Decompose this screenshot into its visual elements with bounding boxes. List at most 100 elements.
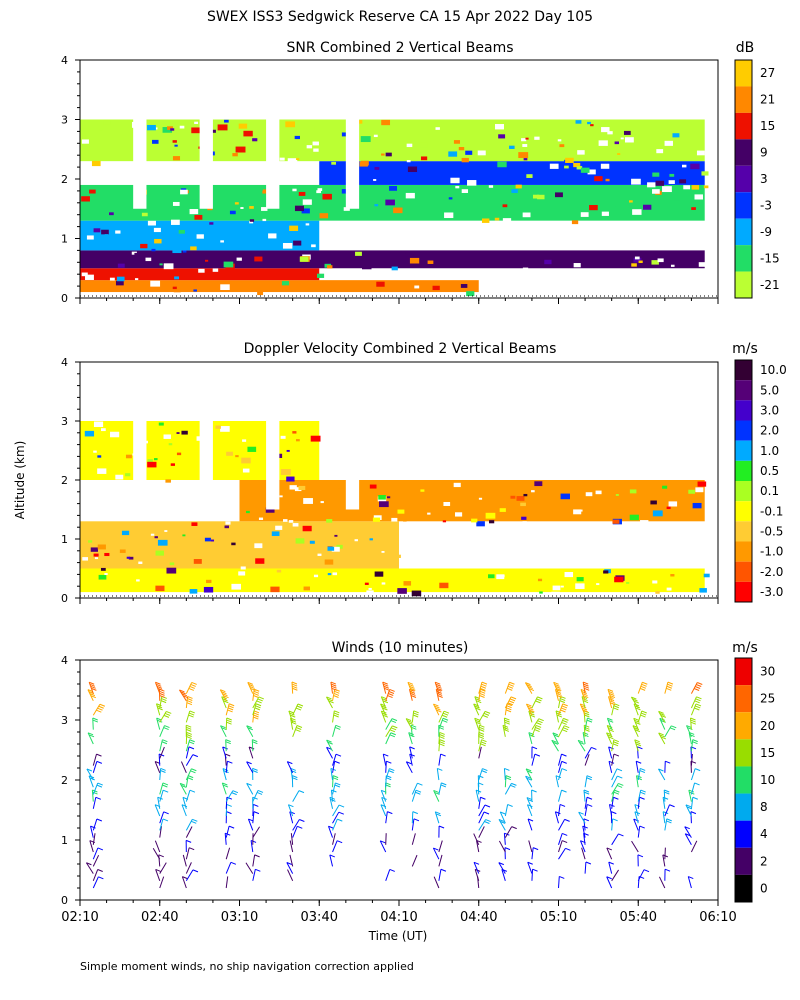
heatmap-cell <box>516 496 525 501</box>
wind-barb <box>222 746 227 759</box>
heatmap-cell <box>701 171 709 176</box>
heatmap-cell <box>681 164 687 168</box>
heatmap-cell <box>232 153 238 157</box>
wind-barb-flag <box>688 789 695 793</box>
wind-barb <box>411 782 418 795</box>
wind-barb-flag <box>658 768 664 772</box>
wind-barb-flag <box>478 775 484 779</box>
heatmap-cell <box>626 582 630 584</box>
heatmap-cell <box>479 255 483 258</box>
heatmap-cell <box>270 586 280 593</box>
wind-barb-flag <box>662 811 669 815</box>
wind-barb <box>289 840 294 853</box>
wind-barb-flag <box>162 818 169 822</box>
heatmap-cell <box>694 194 704 200</box>
wind-barb-flag <box>333 714 339 718</box>
heatmap-cell <box>502 204 508 208</box>
heatmap-cell <box>551 591 560 597</box>
wind-barb-flag <box>562 703 568 707</box>
wind-barb-flag <box>480 687 486 691</box>
heatmap-cell <box>147 220 156 226</box>
wind-barb-flag <box>606 847 613 851</box>
wind-barb-flag <box>556 692 562 696</box>
wind-barb-flag <box>553 734 560 738</box>
heatmap-cell <box>522 267 529 271</box>
wind-barb-flag <box>189 685 195 689</box>
wind-barb <box>611 739 615 752</box>
wind-barb-flag <box>635 707 641 711</box>
wind-barb-flag <box>97 847 104 851</box>
wind-barb-flag <box>246 782 252 786</box>
heatmap-cell <box>571 220 579 225</box>
wind-barb-flag <box>389 729 396 733</box>
wind-barb <box>611 789 615 802</box>
wind-barb-flag <box>475 719 481 723</box>
wind-barb <box>185 746 190 759</box>
wind-barb-flag <box>159 692 165 696</box>
wind-barb <box>584 717 588 730</box>
heatmap-cell <box>310 435 321 442</box>
wind-barb-flag <box>556 714 563 718</box>
heatmap-cell <box>154 238 162 244</box>
wind-barb-flag <box>252 770 258 773</box>
wind-barb-flag <box>385 777 392 781</box>
wind-barb-flag <box>637 854 644 858</box>
wind-barb-flag <box>591 746 597 750</box>
y-tick-label: 0 <box>61 292 68 305</box>
wind-barb-flag <box>187 695 193 699</box>
wind-barb <box>584 747 592 759</box>
heatmap-cell <box>163 189 173 195</box>
wind-barb-flag <box>408 732 414 736</box>
wind-barb <box>436 768 440 781</box>
wind-barb-flag <box>582 693 588 696</box>
wind-barb <box>664 818 668 831</box>
colorbar-swatch-3 <box>735 739 752 767</box>
wind-barb-flag <box>498 862 504 866</box>
wind-barb <box>608 746 613 759</box>
colorbar-swatch-0 <box>735 360 752 381</box>
heatmap-cell <box>281 281 290 286</box>
wind-barb-flag <box>408 683 414 687</box>
wind-barb-flag <box>333 692 340 696</box>
wind-barb-flag <box>186 700 193 704</box>
wind-barb <box>432 847 440 860</box>
wind-barb-flag <box>380 840 386 844</box>
wind-barb-flag <box>440 753 446 757</box>
colorbar-label: 21 <box>760 93 775 107</box>
heatmap-cell <box>334 534 338 537</box>
wind-barb-flag <box>247 727 253 731</box>
wind-barb <box>659 718 666 730</box>
heatmap-cell <box>595 490 602 495</box>
wind-barb-flag <box>382 714 389 718</box>
wind-barb <box>634 804 639 817</box>
wind-barb-flag <box>96 760 103 764</box>
wind-barb-flag <box>334 690 340 694</box>
heatmap-cell <box>190 246 197 251</box>
wind-barb <box>157 797 161 809</box>
wind-barb-flag <box>231 792 237 796</box>
heatmap-cell <box>153 227 161 233</box>
heatmap-cell <box>703 573 710 578</box>
wind-barb <box>526 797 533 810</box>
colorbar-swatch-8 <box>735 874 752 902</box>
wind-barb-flag <box>435 707 441 711</box>
wind-barb <box>690 840 698 853</box>
wind-barb-flag <box>692 739 698 743</box>
wind-barb <box>379 840 387 853</box>
wind-barb-flag <box>606 725 613 728</box>
wind-barb <box>185 790 191 802</box>
colorbar-swatch-7 <box>735 245 752 272</box>
wind-barb <box>292 725 298 737</box>
heatmap-cell <box>477 150 486 156</box>
wind-barb <box>637 797 641 809</box>
heatmap-cell <box>287 158 298 164</box>
wind-barb <box>380 703 387 716</box>
heatmap-cell <box>243 130 253 137</box>
wind-barb-flag <box>686 725 692 729</box>
wind-barb-flag <box>163 714 170 718</box>
wind-barb <box>551 740 559 752</box>
wind-barb-flag <box>561 729 568 733</box>
wind-barb <box>179 783 187 795</box>
wind-barb <box>332 840 338 853</box>
wind-barb-flag <box>500 811 506 815</box>
